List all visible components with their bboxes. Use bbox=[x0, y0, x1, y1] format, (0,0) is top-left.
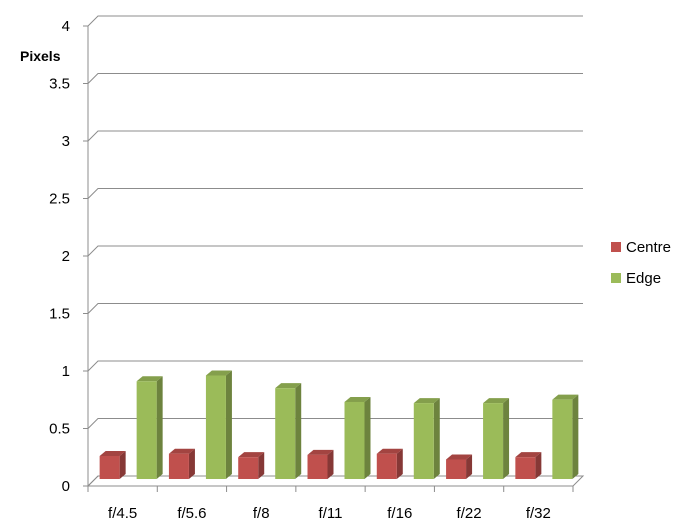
gridline bbox=[87, 73, 583, 84]
y-tick-label: 4 bbox=[62, 18, 70, 35]
y-tick-label: 1.5 bbox=[49, 306, 70, 323]
legend-item-centre: Centre bbox=[611, 239, 671, 256]
x-tick-labels: f/4.5 f/5.6 f/8 f/11 f/16 f/22 f/32 bbox=[108, 505, 551, 522]
bar-edge bbox=[552, 394, 579, 479]
legend: Centre Edge bbox=[611, 239, 671, 287]
floor bbox=[86, 475, 585, 487]
legend-label: Centre bbox=[626, 239, 671, 256]
y-tick-label: 3 bbox=[62, 133, 70, 150]
bar-centre bbox=[99, 451, 126, 479]
bar-centre bbox=[168, 448, 195, 479]
gridlines bbox=[83, 15, 583, 487]
legend-label: Edge bbox=[626, 270, 661, 287]
bar-edge bbox=[205, 370, 232, 479]
x-tick-label: f/22 bbox=[457, 505, 482, 522]
gridline bbox=[87, 188, 583, 199]
gridline bbox=[87, 15, 583, 27]
y-tick-label: 2 bbox=[62, 248, 70, 265]
x-tick-label: f/8 bbox=[253, 505, 270, 522]
bar-centre bbox=[307, 449, 334, 479]
bar-centre bbox=[238, 452, 265, 479]
bar-centre bbox=[446, 454, 473, 479]
legend-swatch bbox=[611, 273, 621, 283]
x-tick-label: f/4.5 bbox=[108, 505, 137, 522]
x-tick-label: f/5.6 bbox=[177, 505, 206, 522]
bar-edge bbox=[483, 398, 510, 479]
gridline bbox=[87, 475, 583, 487]
x-tick-label: f/32 bbox=[526, 505, 551, 522]
gridline bbox=[87, 245, 583, 257]
bar-edge bbox=[413, 398, 440, 479]
y-axis-title: Pixels bbox=[20, 48, 61, 64]
bar-edge bbox=[344, 396, 371, 479]
bar-centre bbox=[515, 452, 542, 479]
legend-item-edge: Edge bbox=[611, 270, 661, 287]
gridline bbox=[87, 130, 583, 142]
y-tick-label: 3.5 bbox=[49, 76, 70, 93]
y-tick-label: 1 bbox=[62, 363, 70, 380]
y-tick-label: 2.5 bbox=[49, 191, 70, 208]
bars bbox=[99, 370, 579, 479]
x-tick-label: f/11 bbox=[319, 505, 343, 522]
bar-edge bbox=[275, 383, 302, 479]
gridline bbox=[87, 360, 583, 372]
gridline bbox=[87, 303, 583, 314]
y-tick-label: 0.5 bbox=[49, 421, 70, 438]
legend-swatch bbox=[611, 242, 621, 252]
axes bbox=[86, 26, 585, 492]
x-tick-label: f/16 bbox=[387, 505, 412, 522]
bar-edge bbox=[136, 376, 163, 479]
y-tick-labels: 0 0.5 1 1.5 2 2.5 3 3.5 4 bbox=[49, 18, 70, 495]
y-tick-label: 0 bbox=[62, 478, 70, 495]
bar-centre bbox=[376, 448, 403, 479]
